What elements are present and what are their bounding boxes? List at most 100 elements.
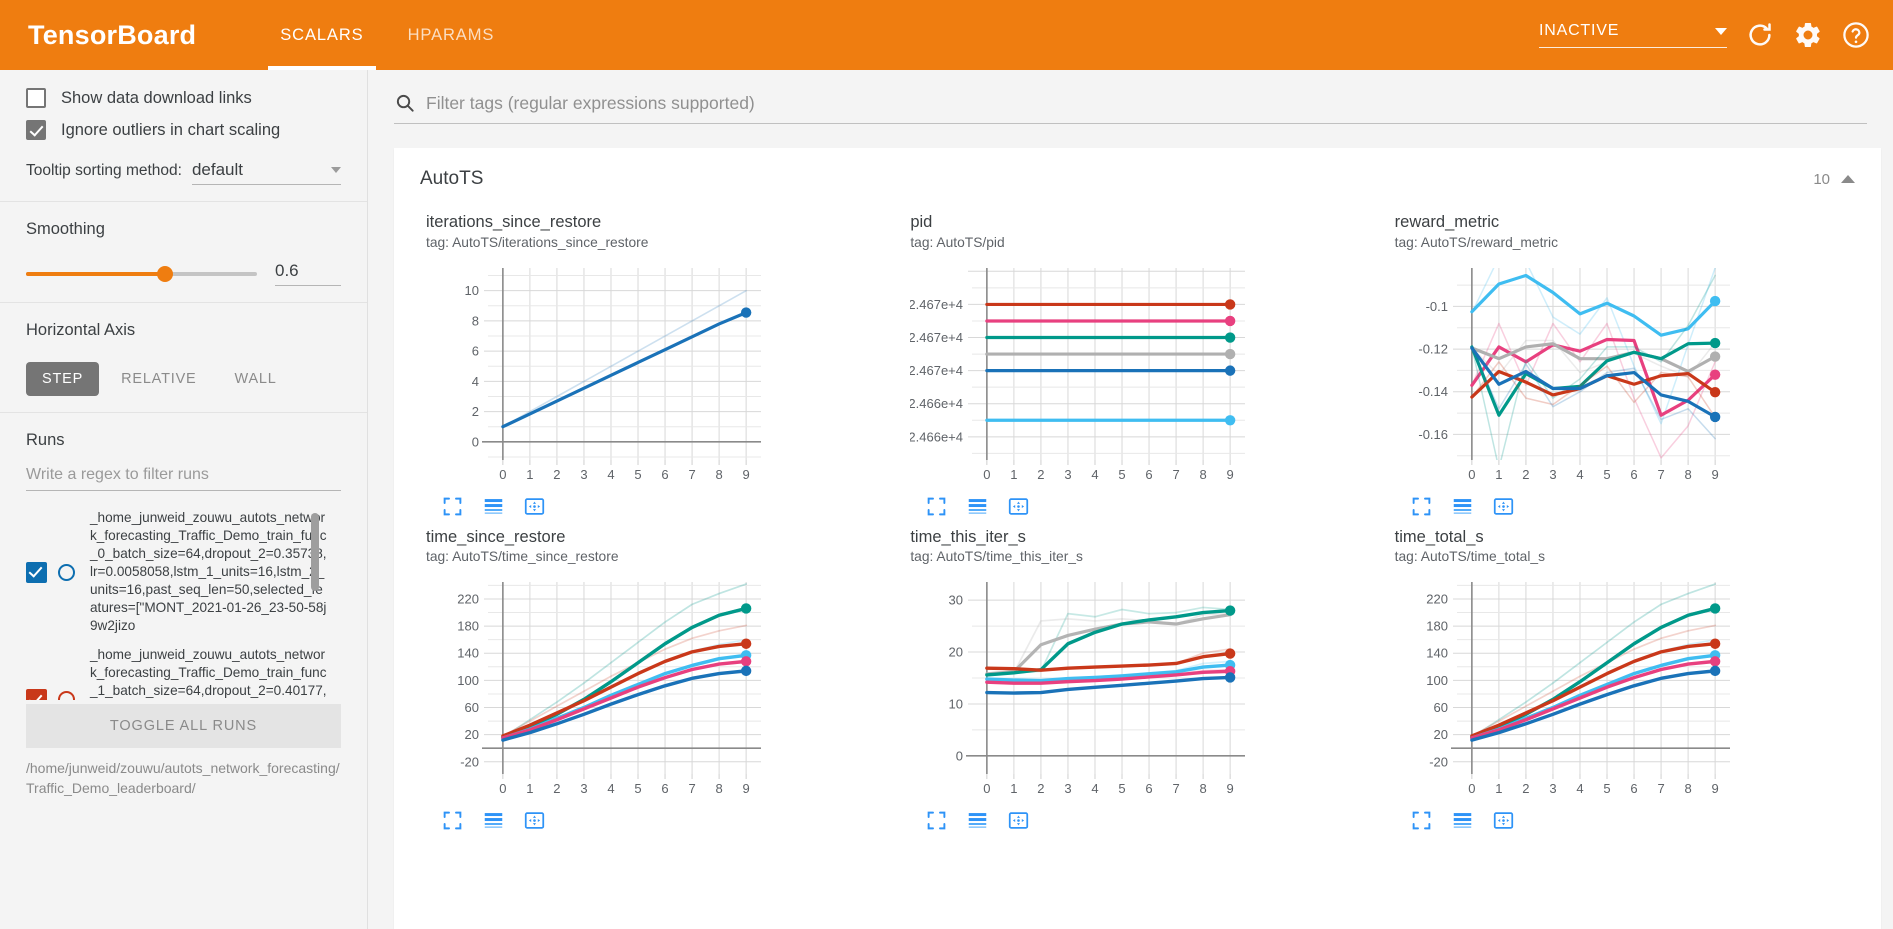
chart-tag: tag: AutoTS/time_total_s [1394, 549, 1545, 565]
svg-text:8: 8 [1200, 781, 1207, 796]
run-name: _home_junweid_zouwu_autots_network_forec… [90, 510, 327, 634]
data-table-icon[interactable] [967, 496, 988, 517]
svg-text:9: 9 [1227, 467, 1234, 482]
show-download-links-row[interactable]: Show data download links [26, 88, 341, 108]
fit-domain-icon[interactable] [1493, 496, 1514, 517]
smoothing-label: Smoothing [26, 220, 105, 238]
data-table-icon[interactable] [1452, 810, 1473, 831]
runs-section: Runs Write a regex to filter runs _home_… [0, 413, 367, 815]
run-checkbox[interactable] [26, 561, 47, 583]
chart-plot[interactable]: -20 20 60 100 140 180 220 0 1 2 3 4 5 6 7 8 9 [426, 574, 882, 804]
list-item[interactable]: _home_junweid_zouwu_autots_network_forec… [26, 505, 341, 642]
smoothing-slider[interactable] [26, 265, 257, 282]
refresh-icon[interactable] [1745, 20, 1775, 50]
svg-text:9: 9 [743, 781, 750, 796]
chart-toolbar [910, 804, 1366, 831]
svg-text:100: 100 [457, 673, 479, 688]
help-icon[interactable] [1841, 20, 1871, 50]
expand-icon[interactable] [1411, 810, 1432, 831]
svg-text:10: 10 [465, 283, 479, 298]
fit-domain-icon[interactable] [524, 810, 545, 831]
svg-text:6: 6 [1630, 467, 1637, 482]
svg-text:180: 180 [1426, 619, 1448, 634]
run-color-swatch[interactable] [58, 563, 75, 581]
data-table-icon[interactable] [483, 810, 504, 831]
svg-text:0: 0 [984, 467, 991, 482]
runs-scrollbar[interactable] [311, 513, 319, 591]
show-download-links-checkbox[interactable] [26, 88, 46, 108]
runs-filter-input[interactable]: Write a regex to filter runs [26, 466, 341, 491]
svg-text:220: 220 [1426, 592, 1448, 607]
expand-icon[interactable] [442, 810, 463, 831]
runs-label: Runs [26, 431, 65, 449]
svg-text:3: 3 [1549, 467, 1556, 482]
horizontal-axis-buttons: STEP RELATIVE WALL [26, 362, 341, 396]
svg-text:20: 20 [465, 727, 479, 742]
svg-text:9: 9 [1711, 467, 1718, 482]
tooltip-sorting-select[interactable]: default [191, 160, 341, 185]
toggle-all-runs-button[interactable]: TOGGLE ALL RUNS [26, 704, 341, 748]
smoothing-slider-knob[interactable] [156, 265, 173, 282]
svg-text:4: 4 [1576, 781, 1583, 796]
svg-text:3: 3 [1549, 781, 1556, 796]
axis-button-relative[interactable]: RELATIVE [121, 371, 197, 387]
chevron-down-icon [331, 167, 341, 173]
fit-domain-icon[interactable] [1493, 810, 1514, 831]
chart-plot[interactable]: 0 10 20 30 0 1 2 3 4 5 6 7 8 9 [910, 574, 1366, 804]
ignore-outliers-label: Ignore outliers in chart scaling [61, 120, 281, 139]
svg-text:3: 3 [1065, 781, 1072, 796]
run-checkbox[interactable] [26, 689, 47, 700]
svg-text:7: 7 [688, 467, 695, 482]
chart-plot[interactable]: -0.1 -0.12 -0.14 -0.16 0 1 2 3 4 5 6 7 8 9 [1395, 260, 1851, 490]
card-header[interactable]: AutoTS 10 [394, 148, 1881, 198]
expand-icon[interactable] [926, 810, 947, 831]
svg-text:9: 9 [1711, 781, 1718, 796]
svg-text:5: 5 [1603, 467, 1610, 482]
run-name: _home_junweid_zouwu_autots_network_forec… [90, 646, 327, 698]
header-controls: INACTIVE [1539, 20, 1871, 50]
app-title: TensorBoard [28, 19, 197, 50]
svg-text:9: 9 [743, 467, 750, 482]
axis-button-wall[interactable]: WALL [234, 371, 277, 387]
run-status-dropdown[interactable]: INACTIVE [1539, 22, 1727, 48]
smoothing-value-input[interactable]: 0.6 [275, 261, 341, 286]
svg-text:6: 6 [1630, 781, 1637, 796]
run-status-label: INACTIVE [1539, 22, 1620, 39]
filter-tags-input[interactable]: Filter tags (regular expressions support… [426, 92, 755, 113]
list-item[interactable]: _home_junweid_zouwu_autots_network_forec… [26, 642, 341, 700]
gear-icon[interactable] [1793, 20, 1823, 50]
chart-tag: tag: AutoTS/time_this_iter_s [910, 549, 1083, 565]
sidebar: Show data download links Ignore outliers… [0, 70, 368, 929]
filter-input-wrapper[interactable]: Filter tags (regular expressions support… [394, 92, 1867, 124]
data-table-icon[interactable] [967, 810, 988, 831]
data-table-icon[interactable] [1452, 496, 1473, 517]
chevron-up-icon[interactable] [1841, 175, 1855, 183]
chart-plot[interactable]: 2.467e+4 2.467e+4 2.467e+4 2.466e+4 2.466e+4… [910, 260, 1366, 490]
fit-domain-icon[interactable] [1008, 810, 1029, 831]
chart-plot[interactable]: 0 2 4 6 8 10 0 1 2 3 4 5 6 7 8 9 [426, 260, 882, 490]
tab-scalars[interactable]: SCALARS [258, 0, 385, 70]
horizontal-axis-label: Horizontal Axis [26, 321, 136, 339]
svg-text:8: 8 [715, 467, 722, 482]
run-color-swatch[interactable] [58, 691, 75, 700]
svg-text:7: 7 [1173, 467, 1180, 482]
axis-button-step[interactable]: STEP [26, 362, 100, 396]
svg-text:4: 4 [1092, 467, 1099, 482]
fit-domain-icon[interactable] [524, 496, 545, 517]
expand-icon[interactable] [1411, 496, 1432, 517]
svg-text:2: 2 [1038, 781, 1045, 796]
ignore-outliers-checkbox[interactable] [26, 120, 46, 140]
expand-icon[interactable] [926, 496, 947, 517]
fit-domain-icon[interactable] [1008, 496, 1029, 517]
tab-hparams[interactable]: HPARAMS [407, 26, 495, 44]
smoothing-section: Smoothing 0.6 [0, 202, 367, 303]
svg-text:8: 8 [1684, 467, 1691, 482]
ignore-outliers-row[interactable]: Ignore outliers in chart scaling [26, 120, 341, 140]
chart-tag: tag: AutoTS/pid [910, 234, 1005, 250]
main-panel: Filter tags (regular expressions support… [368, 70, 1893, 929]
expand-icon[interactable] [442, 496, 463, 517]
data-table-icon[interactable] [483, 496, 504, 517]
chart-plot[interactable]: -20 20 60 100 140 180 220 0 1 2 3 4 5 6 7 8 9 [1395, 574, 1851, 804]
card-chart-count: 10 [1813, 170, 1830, 188]
